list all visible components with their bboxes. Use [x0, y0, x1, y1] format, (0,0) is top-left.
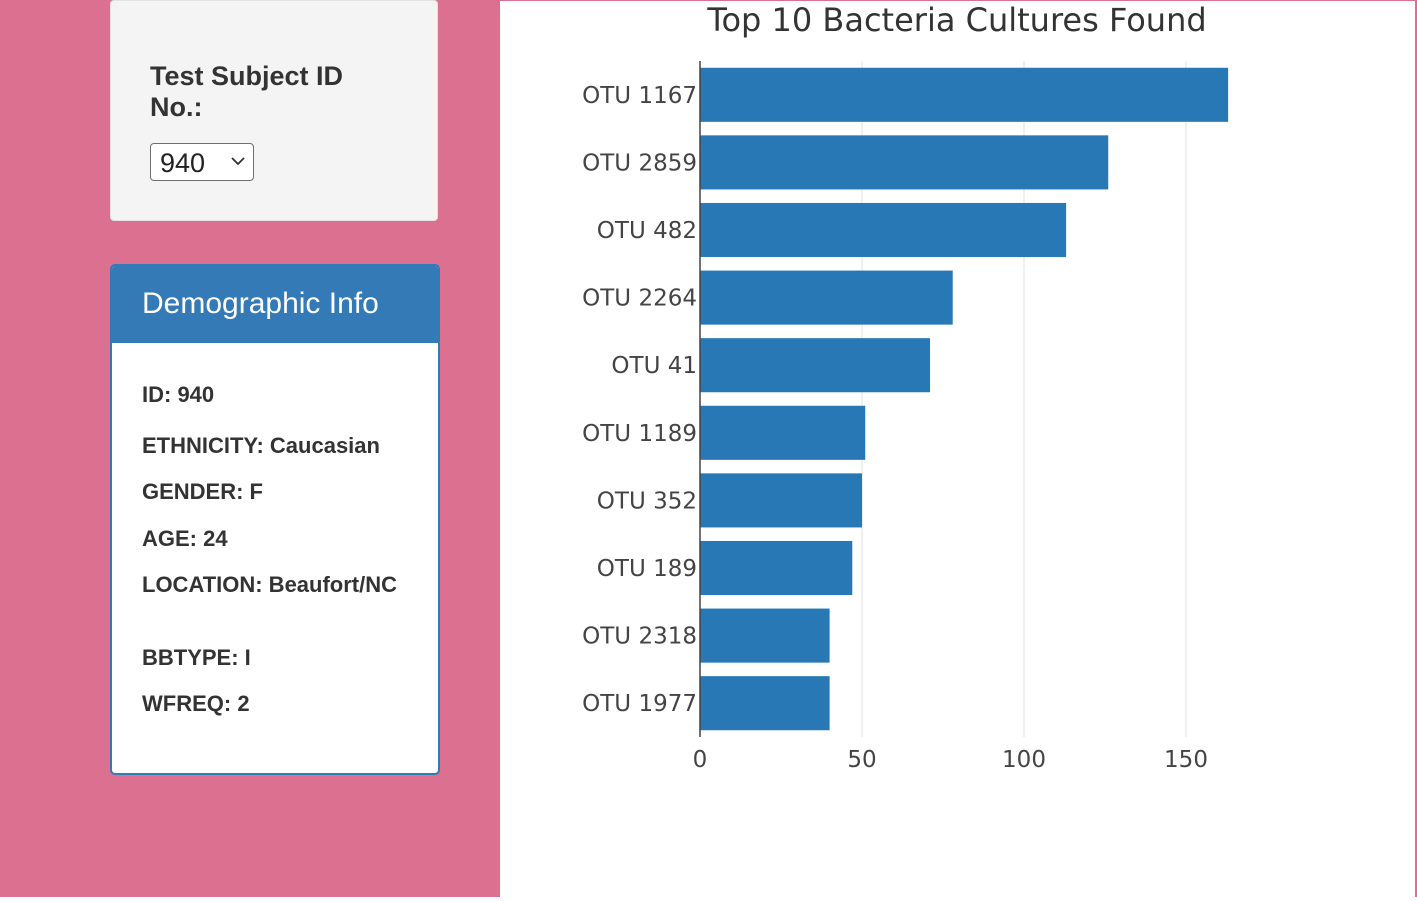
bar[interactable] [700, 405, 866, 460]
bar[interactable] [700, 608, 830, 663]
demographic-row: ETHNICITY: Caucasian [142, 433, 380, 458]
y-tick-label: OTU 189 [597, 556, 697, 582]
y-tick-label: OTU 1167 [582, 83, 697, 109]
bar[interactable] [700, 135, 1109, 190]
y-tick-label: OTU 482 [597, 218, 697, 244]
y-tick-label: OTU 2264 [582, 286, 697, 312]
left-panel: Test Subject ID No.: 940 Demographic Inf… [0, 0, 500, 897]
demographic-info-heading: Demographic Info [112, 266, 438, 343]
bar[interactable] [700, 202, 1067, 258]
x-tick-label: 100 [1002, 747, 1046, 773]
chart-title: Top 10 Bacteria Cultures Found [706, 1, 1206, 39]
demographic-info-title: Demographic Info [142, 287, 379, 320]
y-tick-label: OTU 41 [611, 353, 697, 379]
bar-chart-container: Top 10 Bacteria Cultures Found OTU 1167 O… [500, 0, 1417, 897]
x-tick-label: 0 [693, 747, 708, 773]
demographic-row: GENDER: F [142, 479, 263, 504]
demographic-info-panel: Demographic Info ID: 940 ETHNICITY: Cauca… [110, 264, 440, 775]
demographic-row: AGE: 24 [142, 526, 228, 551]
bars [700, 67, 1229, 731]
chart-top-border [500, 0, 1417, 1]
demographic-row: WFREQ: 2 [142, 691, 250, 716]
y-tick-labels: OTU 1167 OTU 2859 OTU 482 OTU 2264 OTU 41 OTU… [582, 83, 697, 717]
demographic-row: LOCATION: Beaufort/NC [142, 572, 398, 597]
bar[interactable] [700, 270, 953, 325]
demographic-row: ID: 940 [142, 382, 215, 407]
bar[interactable] [700, 676, 830, 731]
subject-id-dropdown[interactable]: 940 [150, 143, 254, 181]
y-tick-label: OTU 1189 [582, 421, 697, 447]
y-tick-label: OTU 2859 [582, 150, 697, 176]
subject-id-label: Test Subject ID No.: [150, 61, 344, 122]
subject-selector-well: Test Subject ID No.: 940 [110, 0, 438, 221]
demographic-row: BBTYPE: I [142, 645, 251, 670]
x-tick-label: 150 [1164, 747, 1208, 773]
bar[interactable] [700, 473, 862, 528]
y-tick-label: OTU 1977 [582, 691, 697, 717]
y-tick-label: OTU 2318 [582, 624, 697, 650]
bar[interactable] [700, 67, 1229, 122]
subject-id-selected-value: 940 [160, 148, 206, 178]
chevron-down-icon [231, 157, 245, 166]
bar[interactable] [700, 338, 931, 393]
bar-chart: Top 10 Bacteria Cultures Found OTU 1167O… [582, 1, 1229, 773]
y-tick-label: OTU 352 [597, 488, 697, 514]
bar[interactable] [700, 540, 853, 596]
chart-right-border [1415, 0, 1417, 897]
x-tick-label: 50 [847, 747, 876, 773]
x-tick-labels: 0 50 100 150 [693, 747, 1208, 773]
